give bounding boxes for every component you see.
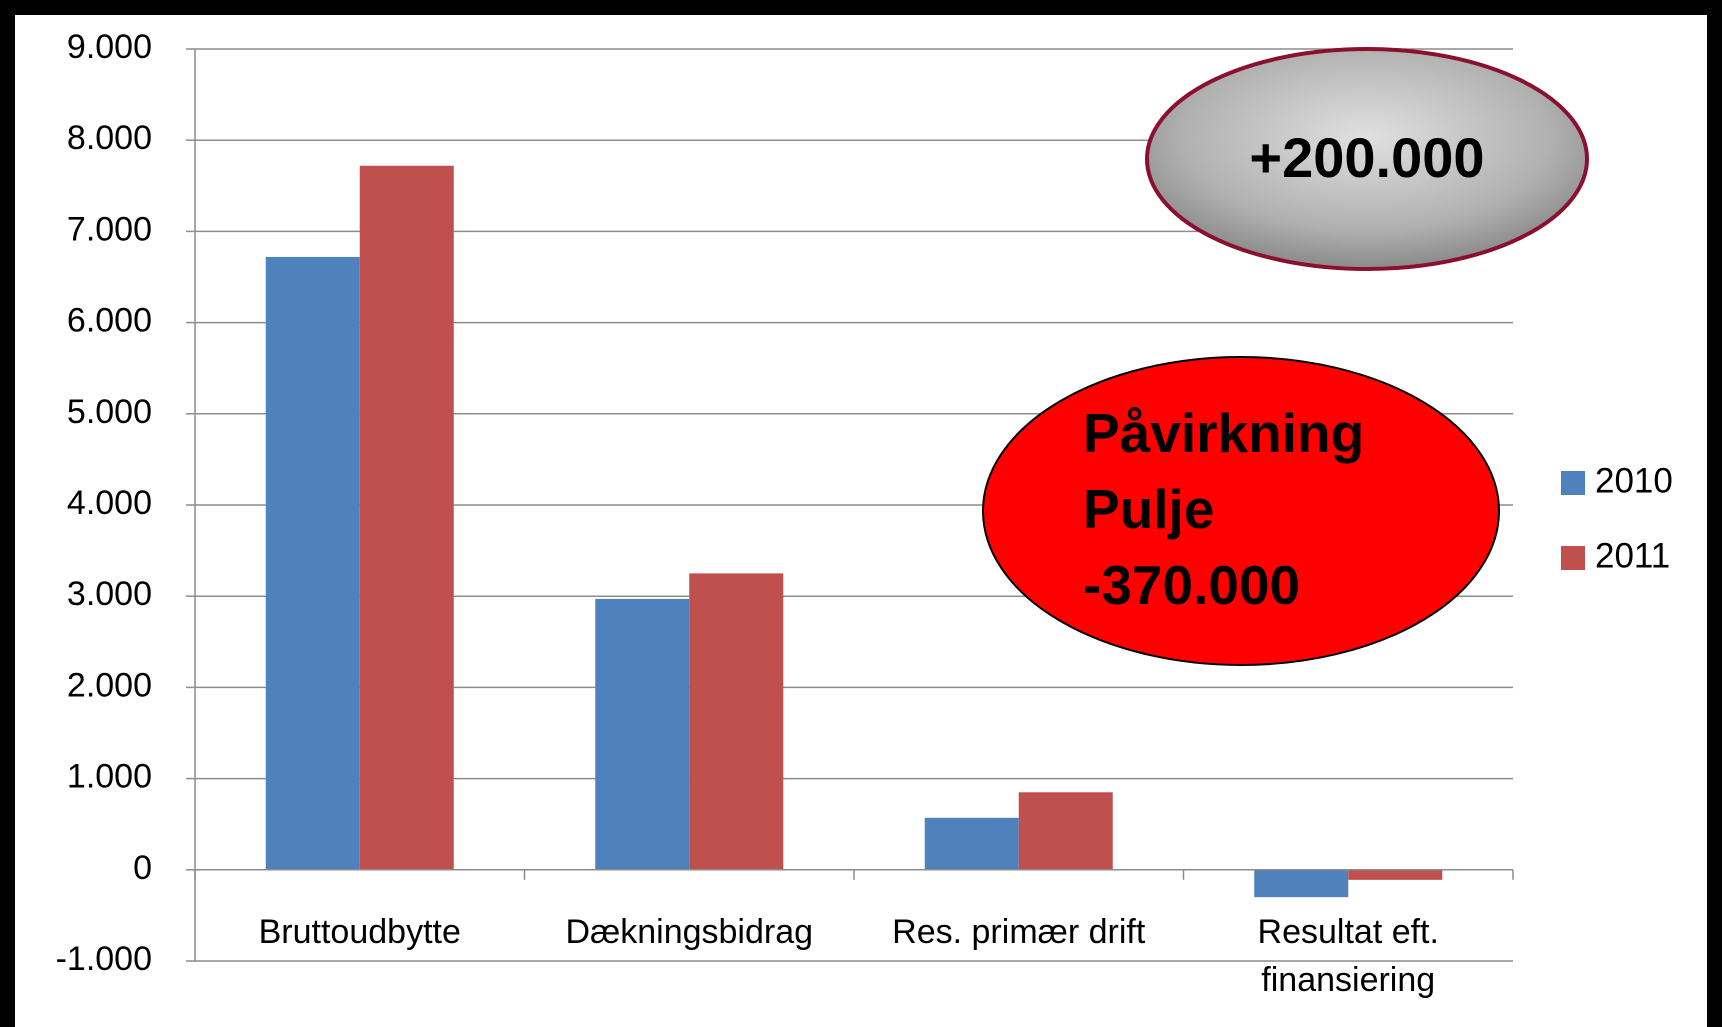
y-tick-label: 4.000 (67, 484, 152, 522)
x-tick-label: Bruttoudbytte (258, 912, 461, 951)
y-tick-label: 6.000 (67, 302, 152, 340)
annotation-shape (1145, 47, 1589, 271)
y-tick-label: 8.000 (67, 119, 152, 157)
legend-swatch (1561, 546, 1585, 570)
y-tick-label: 0 (133, 849, 152, 887)
legend-label: 2011 (1595, 536, 1670, 575)
bar (1018, 792, 1113, 870)
bar (595, 598, 690, 870)
bar (265, 256, 360, 870)
y-tick-label: 1.000 (67, 758, 152, 796)
x-tick-label: Resultat eft. finansiering (1257, 912, 1439, 999)
y-tick-label: 7.000 (67, 210, 152, 248)
x-tick-label: Res. primær drift (892, 912, 1146, 951)
legend-swatch (1561, 471, 1585, 495)
y-tick-label: 5.000 (67, 393, 152, 431)
bar (1348, 869, 1443, 880)
y-tick-label: 3.000 (67, 575, 152, 613)
y-tick-label: 2.000 (67, 666, 152, 704)
bar (924, 817, 1019, 870)
x-tick-label: Dækningsbidrag (565, 912, 814, 951)
bar (689, 573, 784, 870)
legend-label: 2010 (1595, 461, 1673, 500)
annotation: Påvirkning Pulje -370.000 (1083, 402, 1365, 616)
y-tick-label: 9.000 (67, 28, 152, 66)
y-tick-label: -1.000 (56, 940, 152, 978)
annotation-shape (982, 356, 1500, 666)
annotation: +200.000 (1249, 126, 1485, 189)
bar (359, 165, 454, 870)
bar (1254, 869, 1349, 898)
